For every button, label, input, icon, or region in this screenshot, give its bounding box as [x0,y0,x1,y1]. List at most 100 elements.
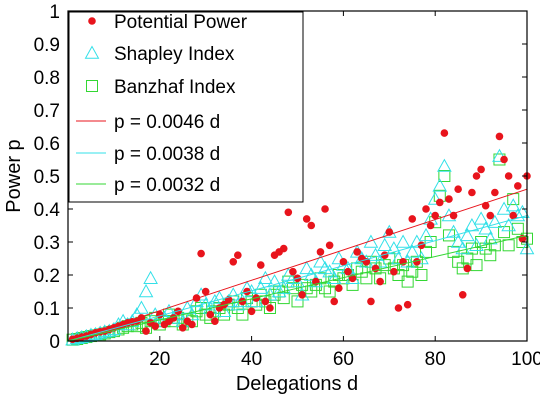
data-point [472,172,481,180]
data-point [207,293,223,308]
data-point [501,217,516,232]
data-point [414,250,429,265]
data-point [151,322,160,330]
data-point [322,264,337,278]
data-point [391,250,406,265]
legend-swatch [88,17,96,25]
data-point [422,205,430,213]
data-point [390,267,398,276]
data-point [487,214,503,228]
data-point [418,227,434,242]
data-point [514,182,522,190]
data-point [452,255,465,268]
y-tick-label: 0.8 [34,68,60,89]
data-point [225,287,241,301]
data-point [426,221,435,230]
data-point [298,291,306,299]
data-point [372,254,388,268]
data-point [447,245,460,258]
data-point [500,155,508,164]
data-point [289,267,297,276]
data-point [459,227,475,242]
y-tick-label: 0 [49,332,60,353]
data-point [236,308,249,321]
data-point [368,247,383,261]
y-axis-label: Power p [3,139,25,212]
data-point [323,285,336,298]
data-point [431,211,440,220]
data-point [197,249,205,258]
data-point [511,222,524,235]
data-point [344,267,352,276]
data-point [305,285,318,298]
y-tick-label: 0.6 [34,134,60,155]
data-point [330,297,339,306]
legend-item: p = 0.0046 d [76,112,220,133]
data-point [161,303,177,317]
data-point [479,242,492,255]
data-point [319,282,332,295]
data-point [435,198,444,207]
y-tick-label: 0.5 [34,167,60,188]
data-point [445,195,453,203]
x-tick-label: 40 [241,349,262,370]
data-point [450,234,466,248]
data-point [143,270,158,284]
data-point [169,314,178,322]
data-point [438,170,451,182]
data-point [296,278,309,291]
data-point [377,237,393,251]
data-point [138,283,154,298]
data-point [189,293,204,308]
data-point [302,215,311,223]
data-point [201,287,210,296]
data-point [432,178,448,192]
series-layer [65,129,535,346]
data-point [496,201,512,215]
data-point [515,204,530,218]
data-point [415,269,428,281]
fit-line [67,188,528,342]
fit-lines [67,188,528,342]
legend-item: p = 0.0032 d [76,175,220,196]
data-point [469,237,484,251]
fit-line [67,234,528,342]
data-point [367,297,375,306]
legend-label: p = 0.0032 d [114,175,220,196]
data-point [409,234,425,248]
data-point [509,211,518,220]
x-tick-label: 80 [425,349,446,370]
data-point [184,307,200,321]
data-point [170,307,186,321]
data-point [326,270,342,284]
legend-swatch [84,45,100,59]
data-point [394,304,403,312]
data-point [408,215,417,223]
data-point [134,300,149,314]
fit-line [67,215,528,342]
data-point [325,241,334,250]
data-point [454,185,462,193]
y-tick-label: 0.7 [34,101,60,122]
data-point [142,327,150,335]
data-point [206,310,215,319]
x-tick-label: 60 [333,349,354,370]
data-point [437,158,452,172]
data-point [484,249,497,262]
y-tick-label: 0.9 [34,35,60,56]
x-tick-label: 20 [149,349,170,370]
legend-label: Potential Power [114,12,248,33]
y-tick-label: 1 [49,2,60,23]
data-point [420,245,433,258]
data-point [238,297,247,306]
data-point [300,282,313,295]
data-point [261,297,270,306]
data-point [353,248,361,256]
data-point [386,241,402,255]
data-point [188,320,196,329]
data-point [492,148,507,162]
data-point [504,172,513,180]
legend-item: p = 0.0038 d [76,144,220,165]
legend-swatch [86,80,98,92]
